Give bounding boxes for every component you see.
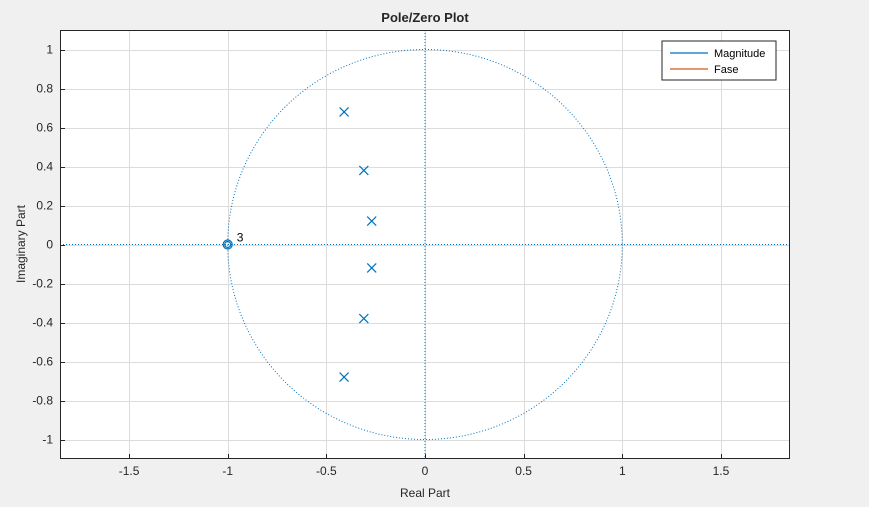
legend: Magnitude Fase xyxy=(661,40,777,81)
y-tick-label: 0 xyxy=(46,238,53,252)
pole-marker xyxy=(358,165,369,176)
pole-stroke xyxy=(339,106,350,117)
zero-multiplicity-label: 3 xyxy=(237,231,244,245)
x-tick-label: 1.5 xyxy=(713,464,730,478)
pole-marker xyxy=(339,106,350,117)
chart-title: Pole/Zero Plot xyxy=(381,10,469,25)
pole-marker xyxy=(358,313,369,324)
y-tick-label: -1 xyxy=(42,433,53,447)
y-axis-label: Imaginary Part xyxy=(14,204,28,283)
y-tick-label: -0.6 xyxy=(32,355,53,369)
y-tick-label: 0.6 xyxy=(36,121,53,135)
pole-stroke xyxy=(358,313,369,324)
x-tick-label: -1 xyxy=(222,464,233,478)
x-axis-label: Real Part xyxy=(400,486,451,500)
pole-marker xyxy=(366,216,377,227)
x-tick-label: -0.5 xyxy=(316,464,337,478)
y-tick-label: -0.2 xyxy=(32,277,53,291)
pole-stroke xyxy=(358,165,369,176)
grid-lines xyxy=(60,30,790,459)
x-tick-label: -1.5 xyxy=(119,464,140,478)
zero-ring xyxy=(224,240,232,249)
x-tick-label: 0.5 xyxy=(515,464,532,478)
unit-circle xyxy=(227,49,623,440)
y-tick-label: -0.8 xyxy=(32,394,53,408)
pole-stroke xyxy=(339,372,350,383)
markers-layer: 3 xyxy=(222,106,377,383)
zero-ring xyxy=(222,239,233,250)
x-tick-label: 0 xyxy=(422,464,429,478)
unit-circle-layer xyxy=(60,30,790,459)
pole-marker xyxy=(366,262,377,273)
x-tick-label: 1 xyxy=(619,464,626,478)
y-tick-label: 0.8 xyxy=(36,82,53,96)
y-tick-label: 0.4 xyxy=(36,160,53,174)
y-tick-label: 1 xyxy=(46,43,53,57)
legend-label-fase: Fase xyxy=(714,64,738,76)
legend-label-magnitude: Magnitude xyxy=(714,48,765,60)
tick-labels: -1.5 -1 -0.5 0 0.5 1 1.5 -1 -0.8 -0.6 -0.4 -0.2 0 0.2… xyxy=(32,43,729,479)
y-tick-label: -0.4 xyxy=(32,316,53,330)
y-tick-label: 0.2 xyxy=(36,199,53,213)
pole-marker xyxy=(339,372,350,383)
pole-stroke xyxy=(366,262,377,273)
legend-box xyxy=(661,40,777,81)
zero-marker xyxy=(222,239,233,250)
pole-stroke xyxy=(366,216,377,227)
